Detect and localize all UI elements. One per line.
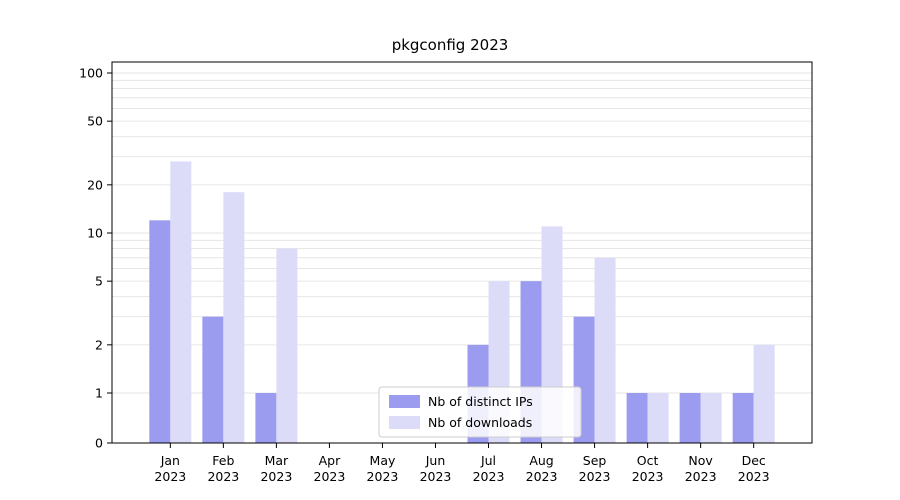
x-tick-label: Jun 2023 [420,453,452,484]
bar-distinct-ips [202,316,224,443]
bar-downloads [223,192,245,443]
chart-title: pkgconfig 2023 [391,36,509,54]
legend-box [378,386,582,438]
bar-downloads [594,257,616,443]
bar-downloads [700,393,722,443]
bar-distinct-ips [255,393,277,443]
bar-distinct-ips [732,393,754,443]
y-tick-label: 20 [87,177,103,192]
legend-label: Nb of downloads [428,415,532,430]
bar-distinct-ips [679,393,701,443]
x-tick-label: Oct 2023 [632,453,664,484]
y-tick-label: 5 [95,274,103,289]
legend-label: Nb of distinct IPs [428,394,533,409]
bar-downloads [170,161,192,443]
legend-swatch [389,416,420,429]
bar-distinct-ips [149,220,171,443]
bar-downloads [647,393,669,443]
x-tick-label: May 2023 [367,453,399,484]
bar-distinct-ips [626,393,648,443]
y-tick-label: 100 [79,66,103,81]
y-tick-label: 2 [95,337,103,352]
x-tick-label: Jan 2023 [154,453,186,484]
bar-downloads [276,248,298,443]
x-tick-label: Mar 2023 [260,453,292,484]
plot-border [111,61,813,444]
legend-swatch [389,395,420,408]
x-tick-label: Aug 2023 [526,453,558,484]
x-tick-label: Nov 2023 [685,453,717,484]
y-tick-label: 1 [95,386,103,401]
bar-downloads [753,344,775,443]
y-tick-label: 50 [87,114,103,129]
y-tick-label: 0 [95,436,103,451]
x-tick-label: Apr 2023 [314,453,346,484]
x-tick-label: Dec 2023 [738,453,770,484]
x-tick-label: Feb 2023 [207,453,239,484]
x-tick-label: Sep 2023 [579,453,611,484]
y-tick-label: 10 [87,226,103,241]
x-tick-label: Jul 2023 [473,453,505,484]
